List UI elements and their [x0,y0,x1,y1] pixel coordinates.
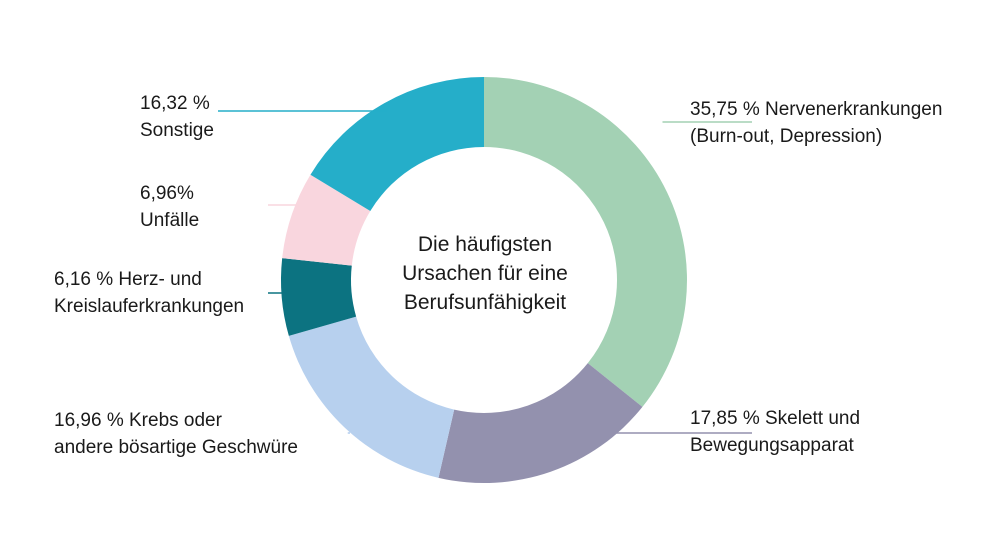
slice-label-line: Unfälle [140,210,200,231]
donut-slice-nervenerkrankungen [484,77,688,407]
center-text-line: Ursachen für eine [402,262,568,285]
slice-label-skelett: 17,85 % Skelett und Bewegungsapparat [690,405,860,459]
donut-slices [280,77,688,483]
center-text-line: Berufsunfähigkeit [403,291,567,314]
leader-lines [218,110,752,434]
donut-center-text: Die häufigsten Ursachen für eine Berufsu… [360,230,610,317]
donut-slice-unfaelle [282,174,371,266]
slice-label-line: Kreislauferkrankungen [54,296,245,317]
donut-slice-krebs [288,316,455,478]
slice-label-line: 6,16 % Herz- und [54,269,202,290]
slice-label-line: 17,85 % Skelett und [690,408,861,429]
slice-label-sonstige: 16,32 % Sonstige [140,90,214,144]
slice-label-line: 6,96% [140,183,194,204]
slice-label-line: andere bösartige Geschwüre [54,437,298,458]
donut-slice-skelett [438,363,643,483]
slice-label-unfaelle: 6,96% Unfälle [140,180,199,234]
donut-slice-herz [280,258,357,336]
slice-label-line: 35,75 % Nervenerkrankungen [690,99,943,120]
donut-slice-sonstige [310,77,484,212]
slice-label-line: Bewegungsapparat [690,435,854,456]
slice-label-line: 16,32 % [140,93,210,114]
center-text-line: Die häufigsten [417,233,553,256]
slice-label-nervenerkrankungen: 35,75 % Nervenerkrankungen (Burn-out, De… [690,96,942,150]
slice-label-line: 16,96 % Krebs oder [54,410,222,431]
slice-label-line: Sonstige [140,120,214,141]
slice-label-krebs: 16,96 % Krebs oder andere bösartige Gesc… [54,407,298,461]
slice-label-line: (Burn-out, Depression) [690,126,883,147]
slice-label-herz: 6,16 % Herz- und Kreislauferkrankungen [54,266,244,320]
